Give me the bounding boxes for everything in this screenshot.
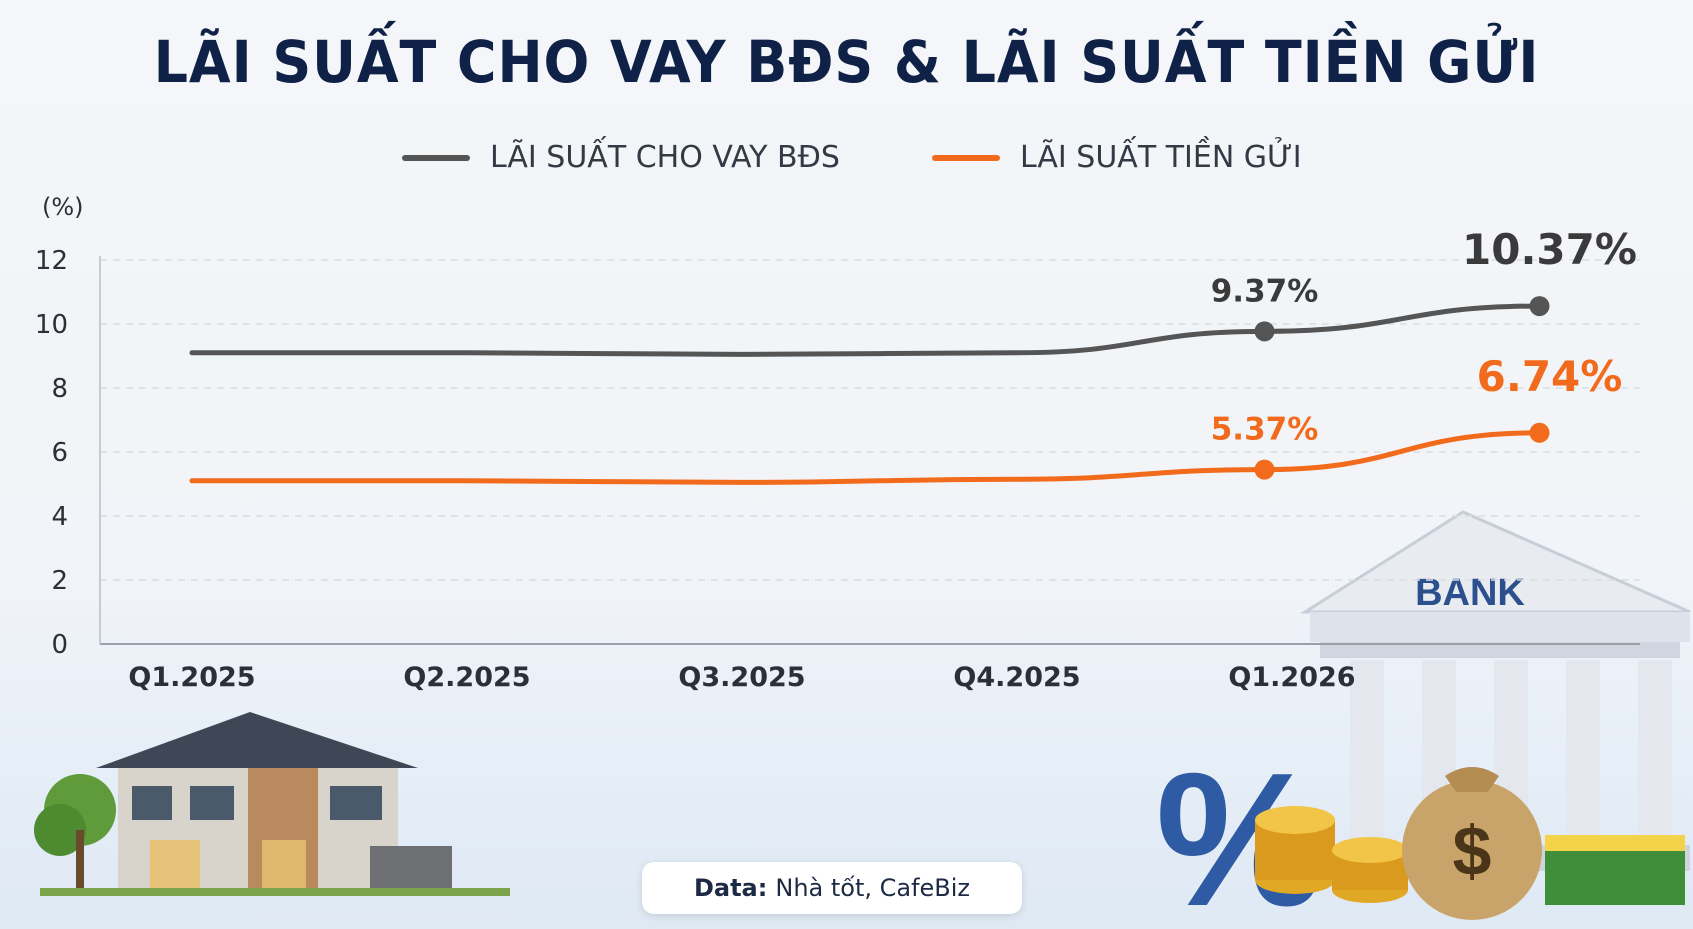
source-text: Nhà tốt, CafeBiz	[775, 874, 971, 902]
legend-swatch-loan	[402, 154, 470, 161]
legend-item-deposit: LÃI SUẤT TIỀN GỬI	[932, 140, 1302, 175]
y-tick-label: 2	[51, 566, 68, 596]
data-point-marker	[1254, 321, 1275, 342]
house-illustration	[34, 712, 510, 896]
data-source-box: Data: Nhà tốt, CafeBiz	[642, 862, 1022, 914]
x-tick-label: Q1.2025	[128, 662, 255, 693]
series-line-0	[189, 303, 1542, 357]
y-tick-label: 8	[51, 374, 68, 404]
x-tick-label: Q4.2025	[953, 662, 1080, 693]
y-tick-label: 0	[51, 630, 68, 660]
x-tick-label: Q1.2026	[1228, 662, 1355, 693]
data-label: 5.37%	[1211, 412, 1319, 448]
data-point-marker	[1254, 459, 1275, 480]
money-illustration: % $	[1156, 734, 1685, 929]
y-tick-label: 4	[51, 502, 68, 532]
chart-title: LÃI SUẤT CHO VAY BĐS & LÃI SUẤT TIỀN GỬI	[153, 28, 1540, 96]
legend-label-deposit: LÃI SUẤT TIỀN GỬI	[1020, 140, 1302, 175]
bank-label: BANK	[1415, 572, 1525, 614]
y-axis-unit: (%)	[42, 193, 84, 221]
legend-swatch-deposit	[932, 154, 1000, 161]
y-tick-label: 12	[35, 246, 68, 276]
data-point-marker	[1529, 296, 1550, 317]
x-tick-label: Q2.2025	[403, 662, 530, 693]
y-tick-label: 6	[51, 438, 68, 468]
source-prefix: Data:	[693, 874, 768, 902]
legend-label-loan: LÃI SUẤT CHO VAY BĐS	[490, 140, 840, 175]
x-tick-label: Q3.2025	[678, 662, 805, 693]
data-label: 10.37%	[1462, 225, 1637, 274]
data-point-marker	[1529, 422, 1550, 443]
legend: LÃI SUẤT CHO VAY BĐS LÃI SUẤT TIỀN GỬI	[0, 140, 1693, 180]
series-line-1	[189, 430, 1542, 485]
data-label: 9.37%	[1211, 273, 1319, 309]
dollar-icon: $	[1453, 812, 1492, 890]
legend-item-loan: LÃI SUẤT CHO VAY BĐS	[402, 140, 840, 175]
data-label: 6.74%	[1477, 352, 1623, 401]
y-tick-label: 10	[35, 310, 68, 340]
